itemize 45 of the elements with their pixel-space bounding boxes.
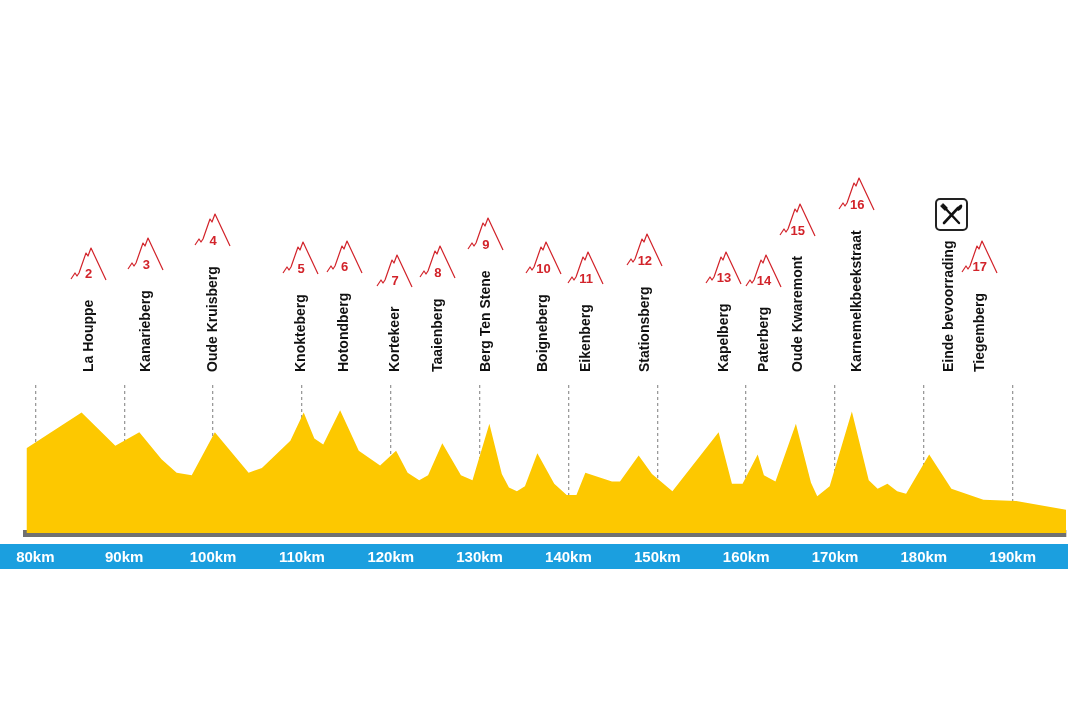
text: 6 [340,259,349,275]
text: 14 [756,273,772,289]
text: 5 [297,260,305,276]
x-tick-label: 130km [456,548,503,566]
x-tick-label: 110km [278,548,325,566]
text: 11 [579,270,594,286]
x-tick-label: 160km [722,548,770,566]
text: Berg Ten Stene [476,270,493,372]
x-tick-label: 170km [811,548,859,566]
x-tick-label: 190km [989,548,1037,566]
text: Taaienberg [428,298,445,372]
x-tick-label: 140km [545,548,592,566]
x-tick-label: 100km [189,548,237,566]
x-tick-label: 80km [16,548,55,566]
text: Boigneberg [534,294,551,372]
x-tick-label: 150km [633,548,681,566]
text: 16 [849,196,865,212]
text: Hotondberg [335,292,352,372]
text: 15 [790,222,805,238]
x-tick-label: 90km [105,548,144,566]
text: Kortekeer [386,306,403,372]
text: Knokteberg [291,294,308,372]
text: Oude Kwaremont [788,255,805,372]
text: 10 [536,260,551,276]
text: Stationsberg [635,286,652,372]
x-tick-label: 120km [367,548,415,566]
text: 3 [142,256,151,272]
text: Kapelberg [714,303,731,372]
x-tick-label: 180km [900,548,948,566]
text: 7 [391,273,399,289]
text: Tiegemberg [970,292,987,372]
text: Einde bevoorrading [940,240,957,372]
text: 13 [716,270,732,286]
text: Paterberg [754,306,771,372]
text: Karnemelkbeekstraat [848,230,865,372]
text: Eikenberg [577,304,594,372]
text: 4 [209,232,218,248]
text: Kanarieberg [137,290,154,372]
text: 2 [85,266,93,282]
text: La Houppe [79,299,96,372]
text: 12 [637,253,653,269]
text: 8 [434,264,442,280]
text: 9 [482,236,490,252]
text: Oude Kruisberg [203,266,220,372]
text: 17 [972,259,988,275]
